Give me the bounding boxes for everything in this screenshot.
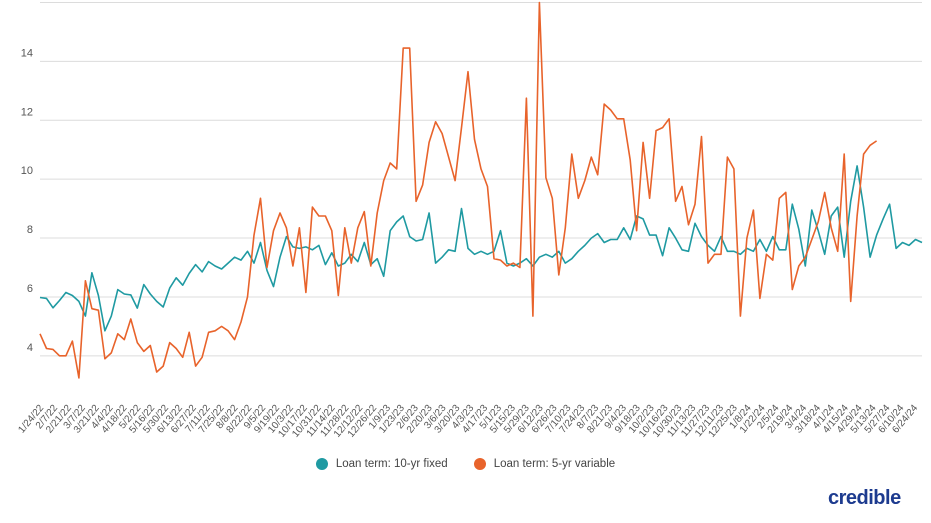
legend-label-10yr-fixed: Loan term: 10-yr fixed xyxy=(335,458,448,470)
legend-marker-5yr-variable xyxy=(473,458,486,470)
series-line-5yr-variable xyxy=(39,1,878,379)
legend-marker-10yr-fixed xyxy=(315,458,328,470)
y-tick-label: 10 xyxy=(21,165,33,177)
credible-logo: credible xyxy=(828,487,901,509)
legend-label-5yr-variable: Loan term: 5-yr variable xyxy=(493,458,616,470)
legend: Loan term: 10-yr fixed Loan term: 5-yr v… xyxy=(0,458,931,470)
gridlines xyxy=(40,2,922,357)
x-axis-ticks: 1/24/222/7/222/21/223/7/223/21/224/4/224… xyxy=(16,403,920,440)
legend-item-5yr-variable: Loan term: 5-yr variable xyxy=(473,458,616,470)
y-tick-label: 14 xyxy=(21,47,33,59)
y-tick-label: 12 xyxy=(21,106,33,118)
y-tick-label: 6 xyxy=(27,283,33,295)
series-lines xyxy=(39,1,923,379)
y-axis-ticks: 4 6 8 10 12 14 16 xyxy=(21,0,33,354)
y-tick-label: 8 xyxy=(27,224,33,236)
y-tick-label: 16 xyxy=(21,0,33,1)
y-tick-label: 4 xyxy=(27,342,33,354)
legend-item-10yr-fixed: Loan term: 10-yr fixed xyxy=(315,458,448,470)
